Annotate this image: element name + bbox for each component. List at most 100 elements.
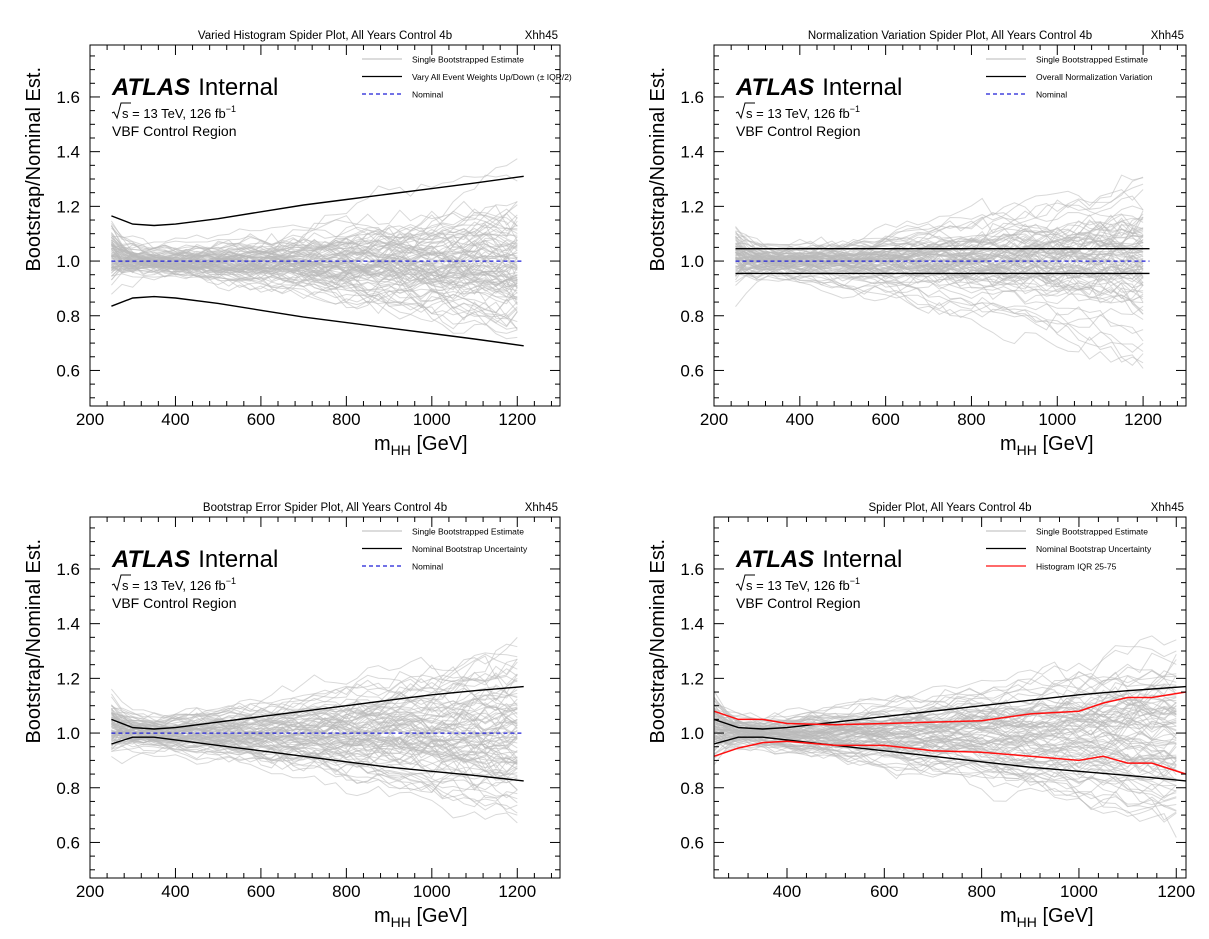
bootstrap-estimate-line xyxy=(110,709,518,738)
x-tick-label: 1000 xyxy=(413,410,451,429)
series-lines xyxy=(714,685,1186,782)
bootstrap-estimate-line xyxy=(111,243,518,302)
chart-tag: Xhh45 xyxy=(1151,30,1184,42)
atlas-label: ATLAS Internal xyxy=(735,546,902,573)
y-tick-label: 0.6 xyxy=(56,833,80,852)
y-tick-label: 1.4 xyxy=(680,615,704,634)
x-tick-label: 400 xyxy=(773,882,801,901)
bootstrap-estimate-line xyxy=(111,238,518,264)
x-tick-label: 400 xyxy=(161,882,189,901)
bootstrap-estimate-line xyxy=(735,261,1144,352)
bootstrap-estimate-line xyxy=(714,707,1177,746)
bootstrap-estimate-line xyxy=(735,250,1144,279)
region-label: VBF Control Region xyxy=(736,595,861,611)
bootstrap-estimate-line xyxy=(735,257,1144,280)
y-tick-label: 0.6 xyxy=(56,361,80,380)
chart-title: Normalization Variation Spider Plot, All… xyxy=(808,30,1092,42)
bootstrap-estimate-line xyxy=(111,728,518,750)
x-axis-label: mHH [GeV] xyxy=(1000,905,1094,930)
bootstrap-estimate-line xyxy=(111,729,518,778)
y-axis-label: Bootstrap/Nominal Est. xyxy=(647,539,669,744)
bootstrap-lines xyxy=(714,635,1177,838)
atlas-label: ATLAS Internal xyxy=(111,546,278,573)
y-tick-label: 0.8 xyxy=(56,779,80,798)
bootstrap-estimate-line xyxy=(111,733,518,810)
variation-series-line xyxy=(111,736,524,782)
bootstrap-estimate-line xyxy=(714,635,1177,720)
bootstrap-estimate-line xyxy=(714,693,1177,755)
x-tick-label: 600 xyxy=(870,882,898,901)
bootstrap-estimate-line xyxy=(111,652,518,720)
variation-series-line xyxy=(111,295,524,347)
x-tick-label: 200 xyxy=(76,882,104,901)
y-tick-label: 1.2 xyxy=(56,669,80,688)
bootstrap-estimate-line xyxy=(735,236,1144,261)
bootstrap-estimate-line xyxy=(735,195,1144,276)
legend-entry-label: Single Bootstrapped Estimate xyxy=(1036,527,1148,537)
x-tick-label: 800 xyxy=(332,410,360,429)
x-tick-label: 1000 xyxy=(1060,882,1098,901)
legend-entry-label: Nominal xyxy=(412,562,443,572)
bootstrap-lines xyxy=(110,158,518,340)
legend-entry-label: Single Bootstrapped Estimate xyxy=(1036,55,1148,65)
plot-frame xyxy=(89,516,561,879)
y-tick-label: 1.0 xyxy=(56,724,80,743)
bootstrap-estimate-line xyxy=(735,176,1144,256)
bootstrap-estimate-line xyxy=(735,217,1144,278)
bootstrap-estimate-line xyxy=(714,674,1177,727)
atlas-label: ATLAS Internal xyxy=(111,74,278,101)
y-tick-label: 1.6 xyxy=(680,88,704,107)
bootstrap-estimate-line xyxy=(111,637,518,725)
energy-lumi-label: s = 13 TeV, 126 fb−1 xyxy=(122,104,236,121)
variation-series-line xyxy=(714,736,1186,782)
x-axis-label: mHH [GeV] xyxy=(374,433,468,458)
x-tick-label: 1200 xyxy=(1157,882,1195,901)
x-tick-label: 1200 xyxy=(1124,410,1162,429)
y-tick-label: 1.6 xyxy=(56,560,80,579)
bootstrap-estimate-line xyxy=(735,233,1144,288)
x-tick-label: 200 xyxy=(700,410,728,429)
y-tick-label: 0.6 xyxy=(680,833,704,852)
bootstrap-estimate-line xyxy=(735,237,1144,283)
chart-tag: Xhh45 xyxy=(525,30,558,42)
bootstrap-estimate-line xyxy=(714,659,1177,722)
bootstrap-estimate-line xyxy=(735,257,1144,364)
chart-panel-1: 200 400 600 800 1000 1200 0.6 0.8 1.0 1.2 1.4 1.6 mH… xyxy=(23,30,572,458)
bootstrap-estimate-line xyxy=(111,717,518,749)
chart-title: Varied Histogram Spider Plot, All Years … xyxy=(198,30,452,42)
bootstrap-estimate-line xyxy=(714,745,1177,814)
bootstrap-estimate-line xyxy=(111,204,518,254)
iqr-series-line xyxy=(714,691,1186,726)
x-tick-label: 1000 xyxy=(413,882,451,901)
bootstrap-estimate-line xyxy=(111,720,518,777)
legend-entry-label: Nominal Bootstrap Uncertainty xyxy=(412,544,528,554)
plot-frame xyxy=(713,44,1187,407)
legend-entry-label: Nominal Bootstrap Uncertainty xyxy=(1036,544,1152,554)
x-tick-label: 600 xyxy=(871,410,899,429)
x-tick-label: 800 xyxy=(957,410,985,429)
legend-entry-label: Histogram IQR 25-75 xyxy=(1036,562,1117,572)
bootstrap-estimate-line xyxy=(111,259,518,330)
x-axis-label: mHH [GeV] xyxy=(1000,433,1094,458)
chart-title: Spider Plot, All Years Control 4b xyxy=(868,502,1031,514)
bootstrap-estimate-line xyxy=(111,246,518,271)
bootstrap-estimate-line xyxy=(111,158,518,249)
x-tick-label: 600 xyxy=(247,410,275,429)
bootstrap-estimate-line xyxy=(735,248,1144,302)
bootstrap-estimate-line xyxy=(111,250,518,298)
bootstrap-estimate-line xyxy=(714,736,1177,785)
chart-tag: Xhh45 xyxy=(1151,502,1184,514)
y-tick-label: 1.0 xyxy=(56,252,80,271)
bootstrap-estimate-line xyxy=(714,654,1177,725)
y-tick-label: 0.8 xyxy=(680,779,704,798)
bootstrap-estimate-line xyxy=(735,260,1144,335)
bootstrap-estimate-line xyxy=(111,226,518,265)
legend-entry-label: Nominal xyxy=(1036,90,1067,100)
energy-lumi-label: s = 13 TeV, 126 fb−1 xyxy=(746,104,860,121)
bootstrap-estimate-line xyxy=(735,232,1144,281)
bootstrap-estimate-line xyxy=(735,251,1144,287)
sqrt-sign xyxy=(735,102,755,120)
chart-title: Bootstrap Error Spider Plot, All Years C… xyxy=(203,502,447,514)
sqrt-sign xyxy=(111,574,131,592)
